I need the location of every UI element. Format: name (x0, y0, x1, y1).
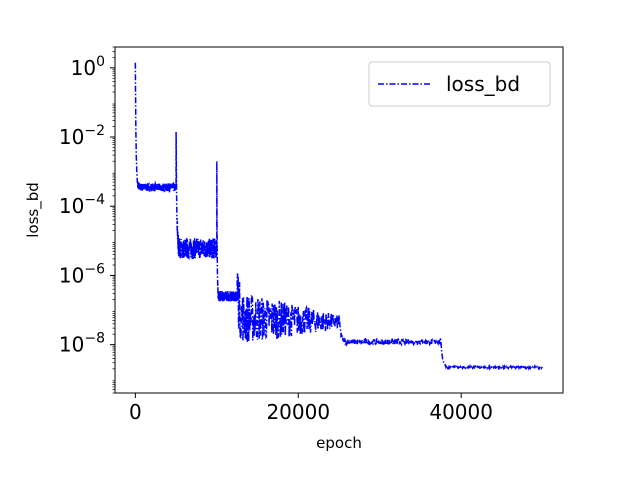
x-axis-label: epoch (316, 434, 362, 452)
y-tick-label: 10−8 (59, 331, 105, 357)
y-tick-label: 100 (71, 54, 105, 80)
y-tick-label: 10−4 (59, 192, 105, 218)
x-tick-label: 40000 (429, 400, 493, 424)
y-tick-label: 10−6 (59, 261, 105, 287)
x-axis-ticks: 0 20000 40000 (129, 393, 493, 424)
series-line-loss-bd (134, 62, 543, 372)
legend-box (368, 61, 551, 107)
x-tick-label: 0 (129, 400, 142, 424)
legend: loss_bd (368, 61, 551, 107)
y-tick-label: 10−2 (59, 123, 105, 149)
y-axis-label: loss_bd (24, 182, 43, 238)
legend-entry-loss-bd: loss_bd (446, 72, 520, 96)
y-axis-ticks: 100 10−2 10−4 10−6 10−8 (59, 46, 115, 394)
x-tick-label: 20000 (266, 400, 330, 424)
